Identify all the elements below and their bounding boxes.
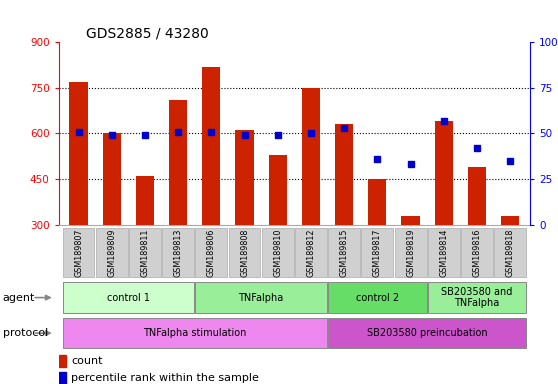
Text: TNFalpha stimulation: TNFalpha stimulation bbox=[143, 328, 247, 338]
Text: GSM189808: GSM189808 bbox=[240, 228, 249, 276]
Bar bbox=[362, 228, 393, 277]
Bar bbox=[335, 124, 353, 225]
Text: GSM189810: GSM189810 bbox=[273, 228, 282, 276]
Bar bbox=[103, 134, 121, 225]
Bar bbox=[302, 88, 320, 225]
Bar bbox=[461, 228, 493, 277]
Bar bbox=[62, 282, 194, 313]
Text: TNFalpha: TNFalpha bbox=[238, 293, 284, 303]
Text: GSM189812: GSM189812 bbox=[306, 228, 315, 277]
Text: GDS2885 / 43280: GDS2885 / 43280 bbox=[86, 27, 209, 41]
Text: agent: agent bbox=[3, 293, 35, 303]
Text: GSM189809: GSM189809 bbox=[107, 228, 116, 277]
Text: GSM189814: GSM189814 bbox=[439, 228, 448, 276]
Bar bbox=[262, 228, 294, 277]
Text: GSM189818: GSM189818 bbox=[506, 228, 514, 276]
Bar bbox=[268, 155, 287, 225]
Bar bbox=[395, 228, 426, 277]
Bar bbox=[195, 228, 227, 277]
Bar bbox=[368, 179, 387, 225]
Bar bbox=[96, 228, 128, 277]
Bar bbox=[62, 228, 94, 277]
Bar bbox=[401, 215, 420, 225]
Text: control 1: control 1 bbox=[107, 293, 150, 303]
Text: percentile rank within the sample: percentile rank within the sample bbox=[71, 373, 259, 383]
Bar bbox=[428, 282, 526, 313]
Bar bbox=[136, 176, 154, 225]
Bar bbox=[59, 355, 66, 367]
Bar bbox=[328, 318, 526, 348]
Bar bbox=[169, 100, 187, 225]
Bar bbox=[202, 66, 220, 225]
Text: GSM189806: GSM189806 bbox=[207, 228, 216, 276]
Bar bbox=[195, 282, 327, 313]
Text: SB203580 preincubation: SB203580 preincubation bbox=[367, 328, 488, 338]
Text: GSM189813: GSM189813 bbox=[174, 228, 182, 276]
Bar bbox=[59, 372, 66, 384]
Text: GSM189815: GSM189815 bbox=[340, 228, 349, 277]
Bar bbox=[162, 228, 194, 277]
Bar bbox=[494, 228, 526, 277]
Text: GSM189816: GSM189816 bbox=[473, 228, 482, 276]
Bar bbox=[501, 215, 519, 225]
Bar bbox=[235, 131, 254, 225]
Bar bbox=[295, 228, 327, 277]
Text: control 2: control 2 bbox=[356, 293, 399, 303]
Text: GSM189811: GSM189811 bbox=[141, 228, 150, 276]
Text: GSM189819: GSM189819 bbox=[406, 228, 415, 277]
Text: SB203580 and
TNFalpha: SB203580 and TNFalpha bbox=[441, 287, 513, 308]
Bar bbox=[62, 318, 327, 348]
Bar bbox=[69, 82, 88, 225]
Text: count: count bbox=[71, 356, 103, 366]
Text: GSM189807: GSM189807 bbox=[74, 228, 83, 277]
Text: GSM189817: GSM189817 bbox=[373, 228, 382, 277]
Bar bbox=[328, 282, 426, 313]
Bar bbox=[328, 228, 360, 277]
Bar bbox=[229, 228, 261, 277]
Bar bbox=[428, 228, 460, 277]
Text: protocol: protocol bbox=[3, 328, 48, 338]
Bar bbox=[435, 121, 453, 225]
Bar bbox=[468, 167, 486, 225]
Bar bbox=[129, 228, 161, 277]
